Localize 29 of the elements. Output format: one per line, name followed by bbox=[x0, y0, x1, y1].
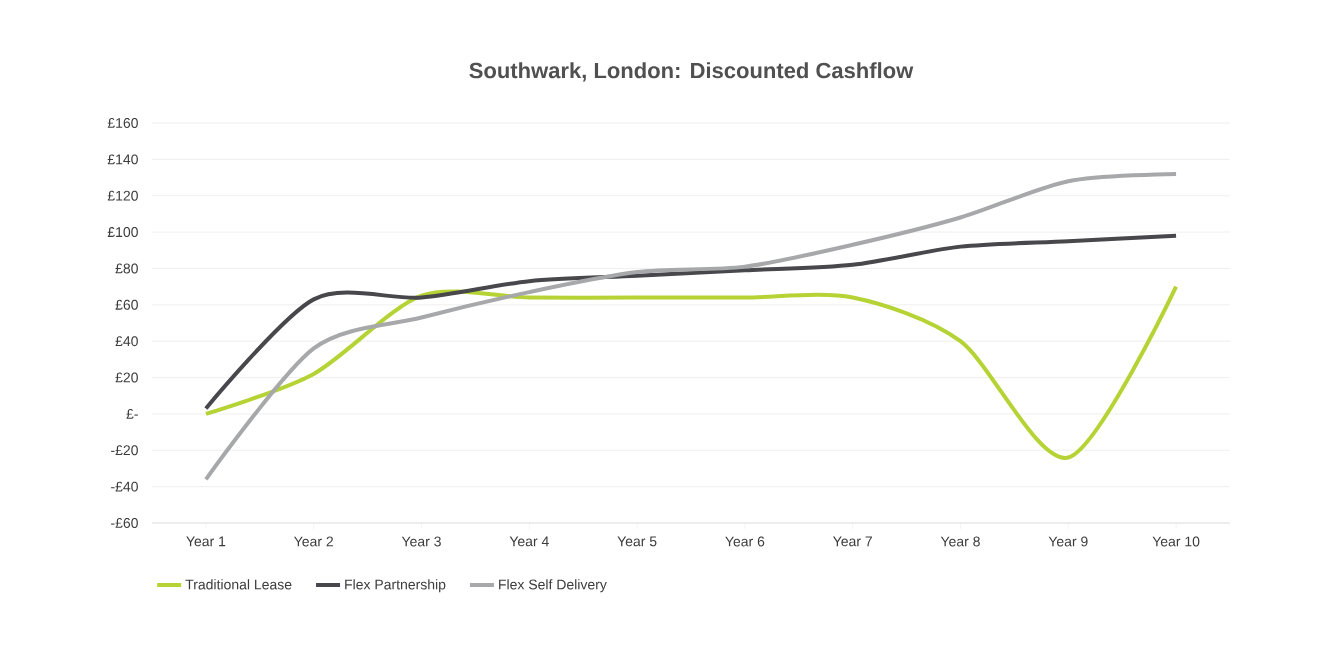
x-tick-label: Year 5 bbox=[617, 536, 657, 547]
x-tick-label: Year 9 bbox=[1048, 536, 1088, 547]
y-tick-label: -£60 bbox=[111, 518, 138, 528]
x-tick-label: Year 1 bbox=[186, 536, 226, 547]
x-tick-label: Year 10 bbox=[1152, 536, 1200, 547]
line-series bbox=[203, 171, 1179, 482]
y-tick-label: £20 bbox=[115, 372, 138, 383]
y-tick-label: £80 bbox=[115, 263, 138, 274]
legend-label: Traditional Lease bbox=[185, 579, 292, 590]
y-tick-label: -£40 bbox=[111, 481, 138, 492]
line-series bbox=[203, 233, 1179, 411]
y-tick-label: £- bbox=[126, 409, 138, 419]
x-tick-label: Year 8 bbox=[940, 536, 980, 547]
y-tick-label: £120 bbox=[107, 190, 138, 201]
legend-label: Flex Self Delivery bbox=[499, 579, 607, 593]
y-tick-label: £40 bbox=[115, 336, 138, 347]
y-tick-label: £160 bbox=[107, 118, 138, 128]
y-tick-label: -£20 bbox=[111, 445, 138, 456]
y-tick-label: £60 bbox=[115, 299, 138, 310]
line-series bbox=[203, 284, 1179, 460]
x-tick-label: Year 2 bbox=[294, 536, 333, 547]
x-tick-label: Year 3 bbox=[401, 536, 441, 547]
x-tick-label: Year 4 bbox=[509, 536, 549, 547]
y-tick-label: £140 bbox=[107, 154, 138, 165]
x-tick-label: Year 7 bbox=[833, 536, 872, 547]
y-tick-label: £100 bbox=[107, 227, 138, 238]
chart-title: Southwark, London: Discounted Cashflow bbox=[469, 62, 914, 82]
x-tick-label: Year 6 bbox=[725, 536, 765, 547]
legend-label: Flex Partnership bbox=[345, 579, 446, 593]
